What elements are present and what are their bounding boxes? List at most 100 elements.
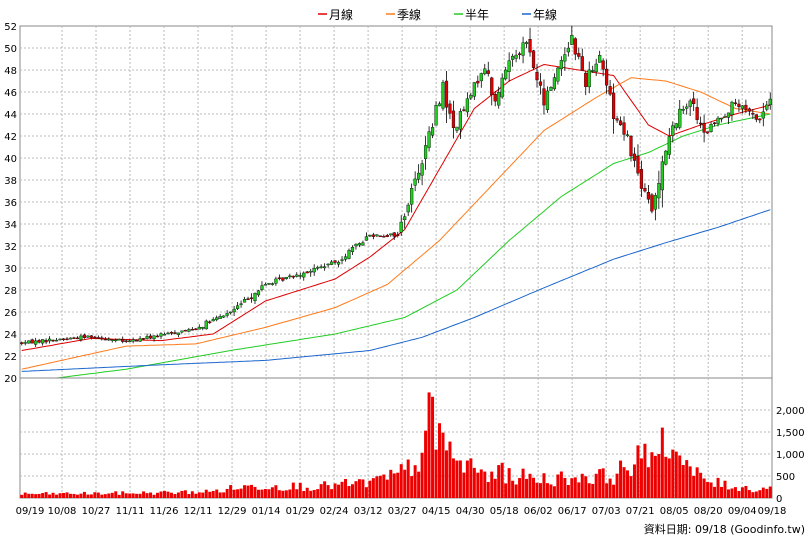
candle-body (253, 292, 257, 302)
volume-bar (716, 477, 720, 498)
candle-body (382, 236, 386, 238)
candle-body (681, 109, 685, 111)
candle-body (399, 221, 403, 233)
volume-bar (169, 492, 173, 498)
volume-bar (68, 493, 72, 498)
volume-tick-label-0: 0 (776, 494, 782, 505)
candle-body (636, 155, 640, 174)
candles (20, 25, 772, 348)
x-tick-label-22: 09/18 (758, 506, 787, 517)
candle-body (343, 256, 348, 260)
candle-body (235, 305, 240, 309)
candle-body (204, 320, 208, 330)
volume-bar (465, 460, 469, 498)
volume-bar (552, 486, 556, 498)
candle-body (719, 117, 724, 120)
volume-bar (556, 474, 560, 498)
volume-bar (406, 459, 410, 498)
volume-bar (458, 460, 462, 498)
candle-body (326, 263, 330, 266)
volume-bar (737, 490, 741, 498)
volume-bar (646, 467, 650, 498)
candle-body (500, 77, 504, 98)
legend-label-1: 季線 (397, 7, 421, 22)
candle-body (256, 290, 261, 296)
volume-bar (542, 473, 546, 498)
candle-body (44, 340, 48, 343)
candle-body (511, 55, 515, 60)
volume-bar (173, 494, 177, 498)
volume-bar (201, 492, 205, 498)
candle-body (155, 335, 160, 338)
volume-bar (434, 449, 438, 498)
volume-bar (744, 485, 748, 498)
candle-body (726, 112, 731, 118)
candle-body (469, 94, 473, 99)
volume-bar (699, 472, 703, 498)
volume-bar (232, 489, 236, 498)
candle-body (608, 86, 612, 95)
candle-body (333, 260, 337, 263)
volume-bar (577, 482, 581, 498)
candle-body (587, 69, 591, 88)
candle-body (699, 122, 703, 125)
candle-body (117, 338, 121, 341)
volume-bar (267, 489, 271, 498)
volume-bar (493, 478, 497, 498)
volume-bar (438, 423, 442, 498)
candle-body (657, 183, 661, 199)
volume-bar (500, 462, 504, 498)
candle-body (448, 103, 452, 114)
candle-body (354, 243, 358, 247)
candle-body (458, 111, 463, 130)
volume-bar (483, 471, 487, 498)
price-tick-label-5: 30 (4, 264, 17, 275)
candle-body (678, 108, 682, 128)
candle-body (545, 90, 550, 110)
candle-body (183, 329, 187, 332)
x-tick-label-1: 10/08 (48, 506, 77, 517)
volume-bar (194, 493, 198, 498)
candle-body (232, 308, 236, 313)
chart-legend: 月線 季線 半年 年線 (318, 7, 557, 22)
candle-body (747, 108, 751, 112)
candle-body (389, 233, 393, 236)
volume-bar (657, 454, 661, 498)
volume-bar (371, 478, 375, 498)
candle-body (761, 111, 765, 119)
candle-body (740, 105, 745, 109)
legend-label-2: 半年 (465, 8, 489, 22)
volume-bar (713, 486, 717, 498)
price-tick-label-12: 44 (4, 110, 17, 121)
volume-bar (284, 490, 288, 498)
price-tick-label-3: 26 (4, 308, 17, 319)
volume-bar (518, 478, 522, 498)
volume-bar (730, 488, 734, 498)
candle-body (733, 102, 738, 104)
volume-bar (58, 493, 62, 498)
candle-body (615, 118, 619, 121)
volume-bar (636, 445, 640, 498)
volume-bar (65, 492, 69, 498)
volume-bar (451, 458, 455, 498)
volume-bar (385, 479, 389, 498)
volume-bar (563, 477, 567, 498)
candle-body (298, 275, 302, 277)
candle-body (667, 136, 671, 155)
candle-body (138, 338, 142, 342)
volume-bar (229, 485, 233, 498)
candle-body (598, 55, 602, 63)
candle-body (357, 243, 362, 246)
candle-body (260, 285, 264, 290)
volume-bar (361, 479, 365, 498)
candle-body (58, 338, 62, 341)
volume-bar (479, 469, 483, 498)
candle-body (54, 339, 59, 342)
volume-bar (525, 478, 529, 498)
volume-bar (204, 489, 208, 498)
candle-body (86, 335, 90, 338)
volume-bar (629, 476, 633, 498)
volume-bar (392, 473, 396, 498)
volume-bar (598, 469, 602, 498)
volume-bar (559, 471, 563, 498)
